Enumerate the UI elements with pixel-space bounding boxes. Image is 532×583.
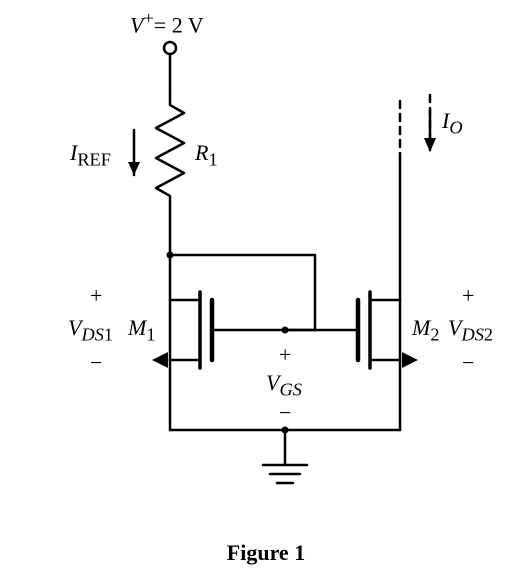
vds1-plus: +: [90, 283, 102, 309]
circuit-svg: [0, 0, 532, 583]
vds2-minus: −: [462, 350, 474, 376]
io-arrow-head: [424, 138, 436, 152]
r1-label: R1: [195, 140, 218, 170]
iref-arrow-head: [128, 162, 140, 175]
iref-label: IREF: [70, 140, 111, 170]
figure-label: Figure 1: [0, 540, 532, 566]
m2-label: M2: [412, 315, 440, 345]
vds1-label: VDS1: [68, 315, 113, 345]
vgs-plus: +: [279, 342, 291, 368]
supply-label: V+= 2 V: [130, 8, 204, 38]
vds1-minus: −: [90, 350, 102, 376]
vgs-minus: −: [279, 400, 291, 426]
circuit-canvas: V+= 2 V IREF R1 IO + VDS1 − M1 + VGS − M…: [0, 0, 532, 583]
io-label: IO: [442, 108, 463, 138]
supply-terminal: [164, 42, 176, 54]
m1-label: M1: [128, 315, 156, 345]
resistor-r1: [156, 90, 184, 255]
m2-nmos-arrow: [402, 352, 418, 368]
vgs-label: VGS: [266, 370, 302, 400]
vds2-plus: +: [462, 283, 474, 309]
m1-nmos-arrow: [152, 352, 168, 368]
vds2-label: VDS2: [448, 315, 493, 345]
